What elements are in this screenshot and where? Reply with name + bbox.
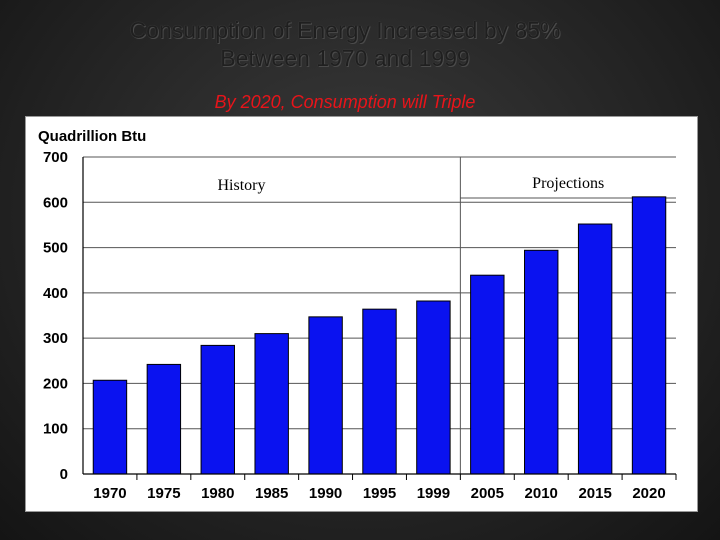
slide-title: Consumption of Energy Increased by 85% B… xyxy=(0,16,690,72)
x-tick-label: 1985 xyxy=(255,485,288,502)
y-tick-label: 400 xyxy=(43,285,68,302)
x-tick-label: 2015 xyxy=(578,485,611,502)
slide-title-line-2: Between 1970 and 1999 xyxy=(220,45,470,71)
bar xyxy=(416,300,451,475)
bar xyxy=(200,344,235,475)
y-tick-label: 200 xyxy=(43,375,68,392)
x-tick-label: 1995 xyxy=(363,485,396,502)
x-tick-label: 2020 xyxy=(632,485,665,502)
bar xyxy=(362,308,397,475)
slide-subtitle: By 2020, Consumption will Triple xyxy=(214,92,476,112)
section-label: History xyxy=(217,177,265,194)
axes xyxy=(82,157,677,480)
bar xyxy=(254,333,289,475)
x-tick-label: 1990 xyxy=(309,485,342,502)
tick-labels: 0 100 200 300 400 500 600 700 1970 1975 1980 1985 19… xyxy=(43,149,666,502)
y-tick-label: 300 xyxy=(43,330,68,347)
bar xyxy=(308,316,343,475)
bar xyxy=(577,223,613,475)
x-tick-label: 2010 xyxy=(525,485,558,502)
y-tick-label: 0 xyxy=(60,466,68,483)
bar xyxy=(470,274,505,475)
y-axis-label: Quadrillion Btu xyxy=(38,128,146,145)
x-tick-label: 1980 xyxy=(201,485,234,502)
bar xyxy=(524,249,559,475)
section-label: Projections xyxy=(532,175,604,192)
x-tick-label: 1970 xyxy=(93,485,126,502)
bar xyxy=(631,196,667,475)
x-tick-label: 1999 xyxy=(417,485,450,502)
x-tick-label: 1975 xyxy=(147,485,180,502)
bars xyxy=(92,196,667,475)
y-tick-label: 100 xyxy=(43,421,68,438)
bar xyxy=(92,379,128,475)
slide-title-line-1: Consumption of Energy Increased by 85% xyxy=(129,17,561,43)
bar xyxy=(146,363,182,475)
y-tick-label: 500 xyxy=(43,240,68,257)
y-tick-label: 700 xyxy=(43,149,68,166)
x-tick-label: 2005 xyxy=(471,485,504,502)
y-tick-label: 600 xyxy=(43,194,68,211)
